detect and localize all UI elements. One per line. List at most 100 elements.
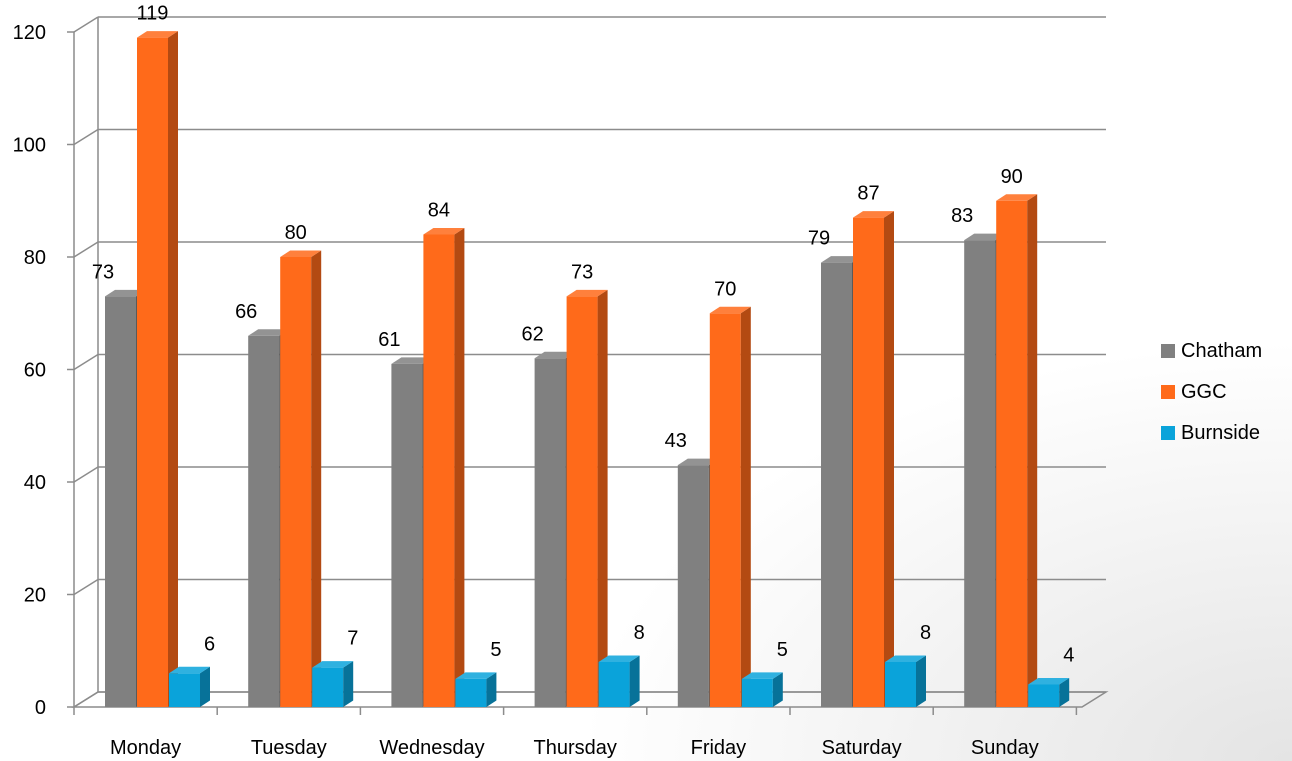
legend: Chatham GGC Burnside (1161, 340, 1262, 444)
bar-front (677, 465, 709, 707)
bar-front (169, 673, 200, 707)
wall-gridline (73, 466, 99, 483)
data-label: 6 (204, 633, 215, 655)
bar-front (741, 678, 773, 707)
bar-front (964, 240, 996, 707)
legend-swatch (1161, 385, 1175, 399)
data-label: 66 (235, 301, 257, 323)
bar: 4 (1028, 645, 1074, 707)
y-tick-label: 100 (13, 135, 46, 157)
x-tick-label: Sunday (971, 737, 1039, 759)
x-tick-label: Friday (691, 737, 747, 759)
data-label: 83 (951, 205, 973, 227)
bar-side (1027, 194, 1038, 707)
bar-top (169, 666, 210, 674)
bar-top (248, 329, 290, 336)
bar-front (566, 296, 598, 707)
legend-label: Chatham (1181, 340, 1262, 362)
wall-gridline (73, 578, 99, 596)
bar-front (1028, 684, 1060, 707)
bar-front (423, 234, 455, 707)
data-label: 90 (1001, 166, 1023, 188)
data-label: 79 (808, 228, 830, 250)
y-tick-label: 80 (24, 247, 46, 269)
y-tick-label: 40 (24, 472, 46, 494)
bar-top (105, 289, 146, 297)
bar: 84 (423, 200, 465, 707)
bar-front (312, 667, 344, 707)
wall-gridline (73, 128, 99, 146)
wall-gridline (73, 241, 99, 258)
legend-swatch (1161, 426, 1175, 440)
wall-gridline (73, 16, 99, 33)
x-tick-label: Wednesday (379, 737, 484, 759)
data-label: 8 (920, 622, 931, 644)
data-label: 80 (285, 222, 307, 244)
data-label: 73 (92, 261, 114, 283)
bar-top (853, 211, 894, 218)
bar-front (534, 358, 566, 707)
legend-swatch (1161, 344, 1175, 358)
bar-top (566, 289, 608, 297)
bar-side (168, 31, 178, 707)
bar-side (311, 250, 322, 707)
bar: 5 (455, 639, 502, 707)
data-label: 119 (137, 3, 169, 25)
data-label: 84 (428, 200, 450, 222)
x-tick-label: Saturday (822, 737, 902, 759)
data-label: 5 (490, 639, 501, 661)
bar-side (740, 306, 751, 707)
x-tick-label: Thursday (534, 737, 617, 759)
bar-front (885, 662, 916, 707)
bar-front (996, 200, 1028, 707)
bar: 5 (741, 639, 788, 707)
y-tick-label: 120 (13, 22, 46, 44)
bar-front (709, 313, 741, 707)
data-label: 5 (777, 639, 788, 661)
bar-top (741, 672, 783, 679)
bar-side (772, 672, 783, 707)
bar: 70 (709, 278, 751, 707)
bar-side (200, 666, 210, 707)
bar-top (391, 357, 433, 364)
wall-gridline (73, 353, 99, 371)
x-tick-label: Tuesday (251, 737, 327, 759)
bar-top (137, 31, 178, 38)
bar-side (629, 655, 640, 707)
bar-top (423, 228, 465, 235)
data-label: 43 (665, 430, 687, 452)
x-axis: Monday Tuesday Wednesday Thursday Friday Satu… (73, 707, 1078, 759)
bar-top (885, 655, 926, 662)
bar-top (709, 306, 751, 314)
bar-top (280, 250, 322, 257)
bar-side (1059, 678, 1070, 707)
y-tick-label: 60 (24, 360, 46, 382)
legend-label: Burnside (1181, 422, 1260, 444)
bar: 8 (885, 622, 931, 707)
bar: 90 (996, 166, 1038, 707)
bar-front (821, 262, 852, 707)
bar-top (964, 233, 1006, 241)
bar-top (455, 672, 497, 679)
bar-top (598, 655, 640, 662)
y-tick-label: 20 (24, 585, 46, 607)
bar: 6 (169, 633, 215, 707)
bar-front (248, 335, 280, 707)
bar-top (821, 256, 862, 263)
bar: 8 (598, 622, 645, 707)
bar-top (534, 351, 576, 359)
data-label: 70 (714, 278, 736, 300)
bar-top (996, 194, 1038, 201)
bar-side (597, 289, 608, 707)
data-label: 4 (1063, 645, 1074, 667)
bar-top (677, 458, 719, 466)
data-label: 87 (857, 183, 879, 205)
bar-top (1028, 678, 1070, 685)
bar-side (343, 661, 354, 707)
bar-front (598, 662, 630, 707)
bar-side (454, 228, 465, 707)
